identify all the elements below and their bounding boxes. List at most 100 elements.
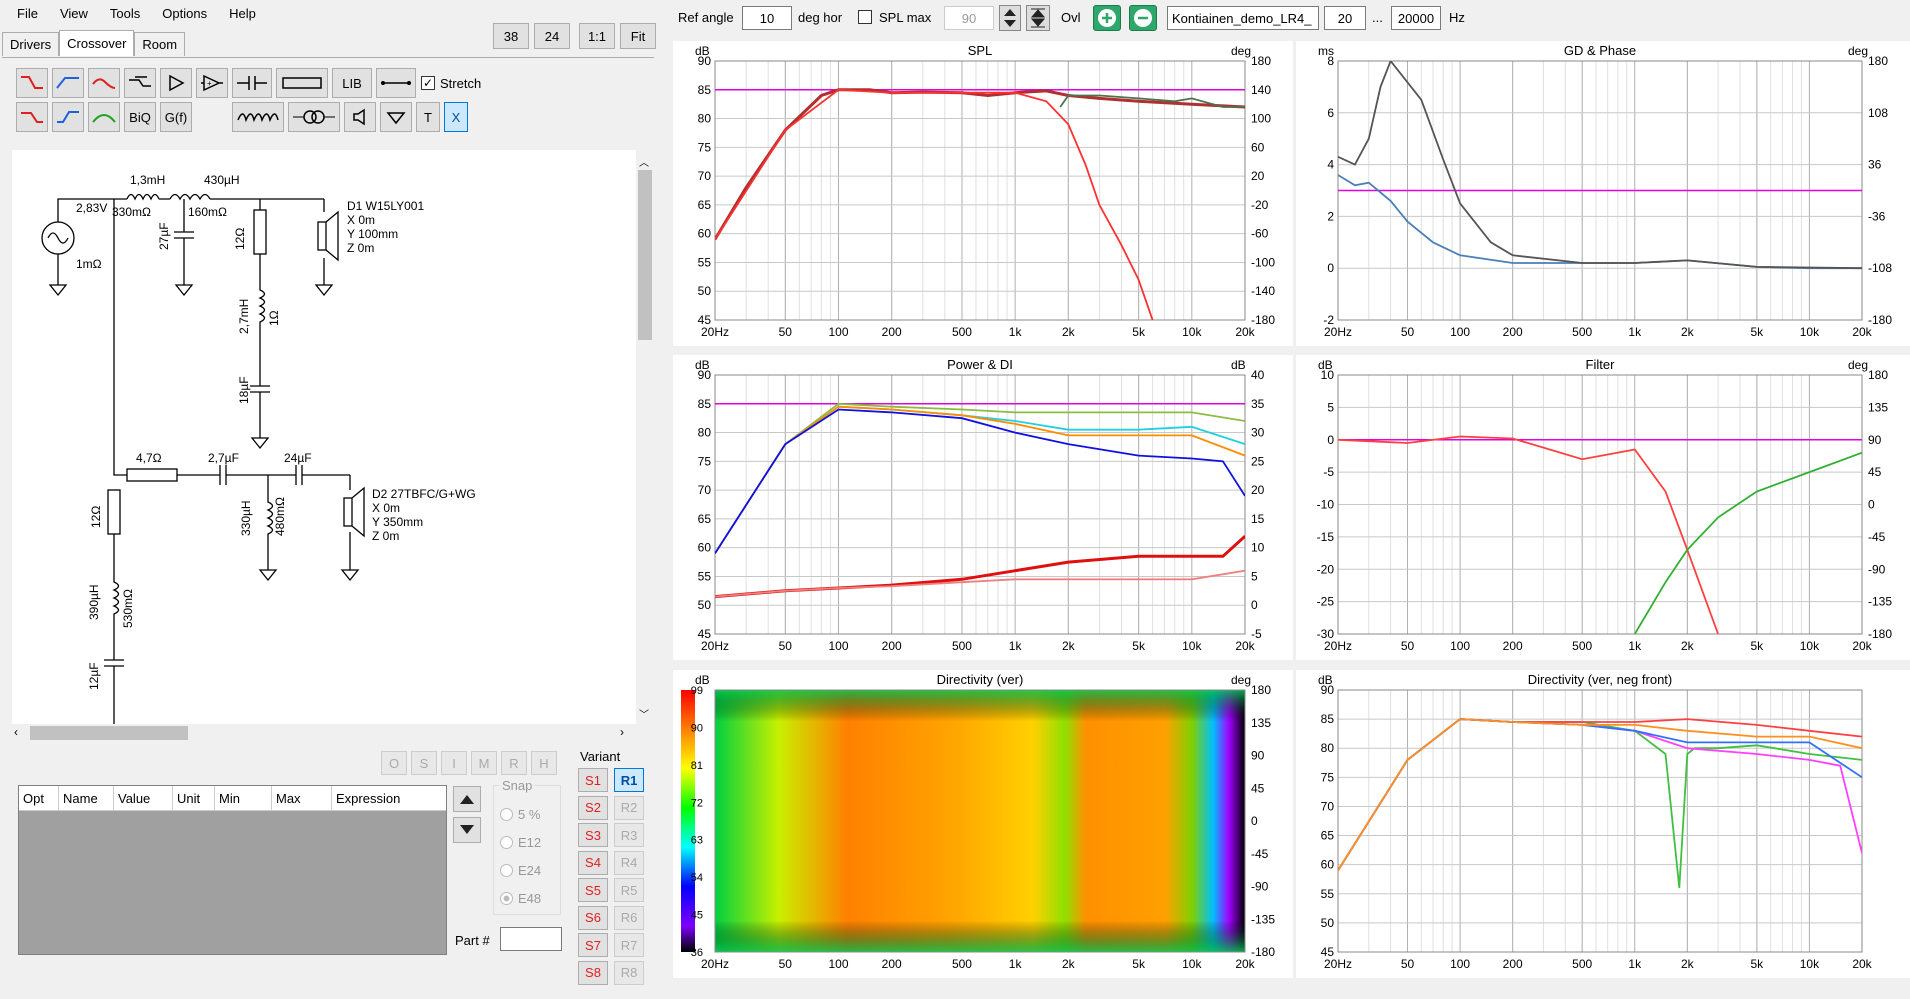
bandpass-red-button[interactable] <box>88 68 120 98</box>
lowpass-red-button[interactable] <box>16 102 48 132</box>
zoom-fit-button[interactable]: Fit <box>620 23 656 49</box>
menu-options[interactable]: Options <box>162 6 208 21</box>
variant-r6-button[interactable]: R6 <box>614 905 644 930</box>
menu-tools[interactable]: Tools <box>109 6 141 21</box>
x-tick-label: 100 <box>1450 639 1470 653</box>
snap-option-5pct[interactable]: 5 % <box>500 800 541 828</box>
chart-directivity-ver[interactable]: Directivity (ver) dB deg 99 90 81 72 63 54 45 36 18… <box>673 670 1293 978</box>
col-name[interactable]: Name <box>59 786 114 810</box>
hscroll-thumb[interactable] <box>30 726 188 740</box>
wire-button[interactable] <box>376 68 416 98</box>
menu-help[interactable]: Help <box>229 6 256 21</box>
lowpass-blue-button[interactable] <box>52 68 84 98</box>
snap-option-e12[interactable]: E12 <box>500 828 541 856</box>
zoom-out-icon[interactable] <box>1129 5 1157 31</box>
variant-r1-button[interactable]: R1 <box>614 768 644 792</box>
x-button[interactable]: X <box>444 102 468 132</box>
variant-s4-button[interactable]: S4 <box>578 850 608 875</box>
speaker-button[interactable] <box>344 102 376 132</box>
highpass-blue-button[interactable] <box>52 102 84 132</box>
snap-option-e48[interactable]: E48 <box>500 884 541 912</box>
variant-s3-button[interactable]: S3 <box>578 823 608 847</box>
col-max[interactable]: Max <box>272 786 332 810</box>
t-button[interactable]: T <box>416 102 440 132</box>
tab-crossover[interactable]: Crossover <box>59 30 135 56</box>
chart-directivity-neg-front[interactable]: Directivity (ver, neg front) dB 90 85 80 75 70… <box>1296 670 1910 978</box>
project-name-input[interactable]: Kontiainen_demo_LR4_ <box>1167 6 1319 30</box>
spl-max-input[interactable]: 90 <box>944 6 994 30</box>
scroll-left-icon[interactable]: ‹ <box>14 725 18 739</box>
schematic-horizontal-scrollbar[interactable]: ‹ › <box>12 724 636 742</box>
menu-file[interactable]: File <box>17 6 38 21</box>
snap-title: Snap <box>500 778 535 793</box>
tab-room[interactable]: Room <box>134 32 186 56</box>
parameters-table[interactable]: Opt Name Value Unit Min Max Expression <box>18 785 447 955</box>
chart-power-di[interactable]: Power & DI dB dB 90 85 80 75 70 65 60 55 50 45 40 35 30… <box>673 355 1293 660</box>
ref-angle-input[interactable]: 10 <box>742 6 792 30</box>
variant-r7-button[interactable]: R7 <box>614 933 644 957</box>
scroll-up-icon[interactable]: ︿ <box>639 158 649 169</box>
variant-r3-button[interactable]: R3 <box>614 823 644 847</box>
opt-i-button[interactable]: I <box>441 751 467 775</box>
capacitor-button[interactable] <box>232 68 272 98</box>
move-up-button[interactable] <box>453 786 481 812</box>
opt-o-button[interactable]: O <box>381 751 407 775</box>
zoom-in-icon[interactable] <box>1093 5 1121 31</box>
variant-r5-button[interactable]: R5 <box>614 878 644 902</box>
part-number-input[interactable] <box>500 927 562 951</box>
transformer-button[interactable] <box>288 102 340 132</box>
scroll-right-icon[interactable]: › <box>620 725 624 739</box>
schematic-vertical-scrollbar[interactable]: ︿ ﹀ <box>636 150 654 724</box>
variant-s2-button[interactable]: S2 <box>578 795 608 820</box>
opt-s-button[interactable]: S <box>411 751 437 775</box>
tab-drivers[interactable]: Drivers <box>2 32 60 56</box>
zoom-38-button[interactable]: 38 <box>493 23 529 49</box>
snap-option-e24[interactable]: E24 <box>500 856 541 884</box>
vscroll-thumb[interactable] <box>638 170 652 340</box>
chart-spl[interactable]: SPL dB deg 90 85 80 75 70 65 60 55 50 45 180 140 100 60 2… <box>673 41 1293 346</box>
collapse-icon[interactable] <box>1026 5 1050 31</box>
opt-m-button[interactable]: M <box>471 751 497 775</box>
freq-high-input[interactable]: 20000 <box>1391 6 1441 30</box>
scroll-down-icon[interactable]: ﹀ <box>639 710 649 721</box>
chart-filter[interactable]: Filter dB deg 10 5 0 -5 -10 -15 -20 -25 -30 180 135 90… <box>1296 355 1910 660</box>
chart-gd-phase[interactable]: GD & Phase ms deg 8 6 4 2 0 -2 180 108 36 -36 -108 -18… <box>1296 41 1910 346</box>
shelf-button[interactable] <box>124 68 156 98</box>
bandpass-green-button[interactable] <box>88 102 120 132</box>
stretch-checkbox[interactable]: ✓ <box>421 76 435 90</box>
variant-r4-button[interactable]: R4 <box>614 850 644 875</box>
lib-button[interactable]: LIB <box>332 68 372 98</box>
variant-s1-button[interactable]: S1 <box>578 768 608 792</box>
opamp-button[interactable]: + <box>196 68 228 98</box>
variant-r2-button[interactable]: R2 <box>614 795 644 820</box>
gf-button[interactable]: G(f) <box>160 102 192 132</box>
spl-max-spinner[interactable] <box>999 5 1021 31</box>
biq-button[interactable]: BiQ <box>124 102 156 132</box>
variant-s6-button[interactable]: S6 <box>578 905 608 930</box>
zoom-1to1-button[interactable]: 1:1 <box>579 23 615 49</box>
col-opt[interactable]: Opt <box>19 786 59 810</box>
inductor-button[interactable] <box>232 102 284 132</box>
opt-h-button[interactable]: H <box>531 751 557 775</box>
opt-r-button[interactable]: R <box>501 751 527 775</box>
variant-s5-button[interactable]: S5 <box>578 878 608 902</box>
freq-low-input[interactable]: 20 <box>1324 6 1366 30</box>
col-min[interactable]: Min <box>215 786 272 810</box>
variant-s7-button[interactable]: S7 <box>578 933 608 957</box>
col-value[interactable]: Value <box>114 786 173 810</box>
x-tick-label: 500 <box>952 325 972 339</box>
variant-s8-button[interactable]: S8 <box>578 960 608 985</box>
menu-view[interactable]: View <box>59 6 88 21</box>
variant-r8-button[interactable]: R8 <box>614 960 644 985</box>
move-down-button[interactable] <box>453 817 481 843</box>
col-expression[interactable]: Expression <box>336 791 401 806</box>
resistor-button[interactable] <box>276 68 328 98</box>
y2-axis-unit: deg <box>1848 358 1868 372</box>
col-unit[interactable]: Unit <box>173 786 215 810</box>
highpass-red-button[interactable] <box>16 68 48 98</box>
ground-button[interactable] <box>380 102 412 132</box>
amplifier-button[interactable] <box>160 68 192 98</box>
schematic-canvas[interactable]: 2,83V 1mΩ 1,3mH 330mΩ 430µH 160mΩ 27µF 1… <box>12 150 636 724</box>
zoom-24-button[interactable]: 24 <box>534 23 570 49</box>
spl-max-checkbox[interactable] <box>858 10 872 24</box>
